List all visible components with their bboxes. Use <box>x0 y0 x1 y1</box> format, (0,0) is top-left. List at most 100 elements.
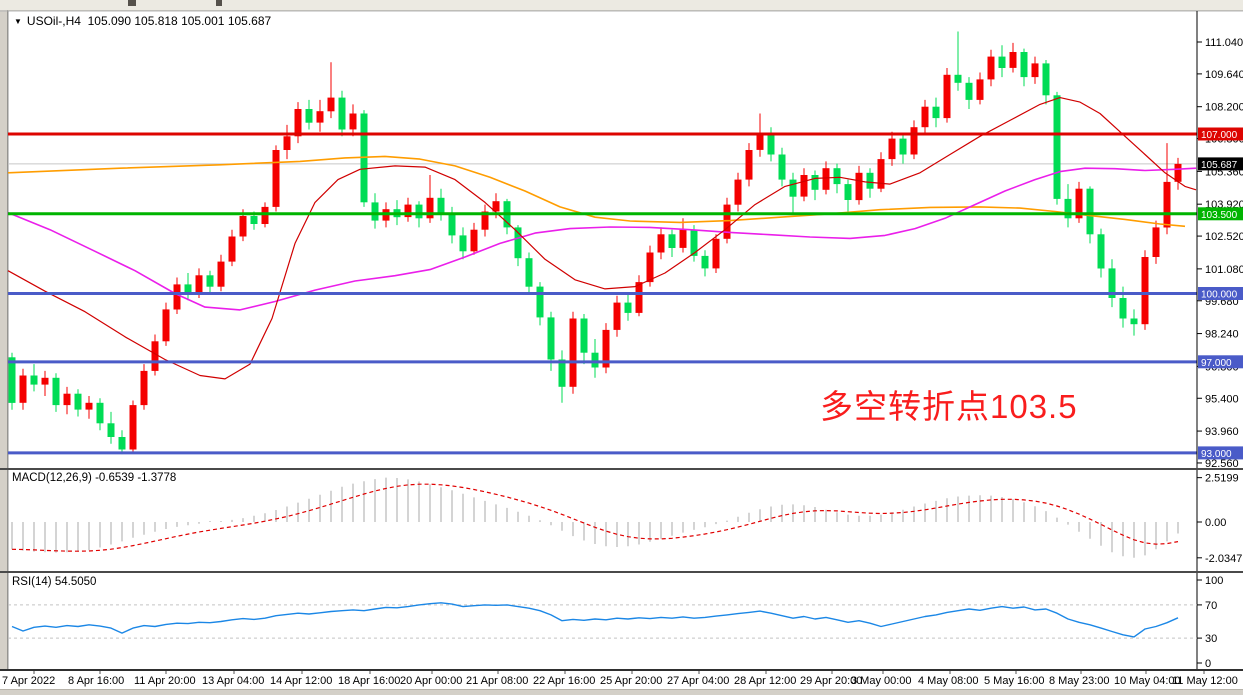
candle <box>162 309 170 342</box>
candle <box>85 402 93 410</box>
candle <box>1064 198 1072 219</box>
price-tick-label: 108.200 <box>1205 102 1243 114</box>
hline-price-tag <box>1198 207 1243 221</box>
hline-price-tag <box>1198 446 1243 460</box>
toolbar-fragment-icon <box>128 0 136 6</box>
candle <box>624 302 632 313</box>
hline-price-tag-label: 103.500 <box>1201 210 1238 221</box>
candle <box>943 74 951 119</box>
candle <box>8 357 16 403</box>
price-annotation: 多空转折点103.5 <box>820 388 1078 425</box>
candle <box>866 172 874 189</box>
time-axis-label: 10 May 04:00 <box>1114 675 1181 687</box>
chart-symbol-title: ▼ USOil-,H4 105.090 105.818 105.001 105.6… <box>14 14 271 28</box>
candle <box>800 175 808 197</box>
candle <box>1053 95 1061 199</box>
candle <box>822 168 830 190</box>
candle <box>415 204 423 219</box>
candle <box>437 197 445 214</box>
macd-panel[interactable] <box>8 470 1197 571</box>
candle <box>217 261 225 287</box>
toolbar-fragment-icon <box>216 0 222 6</box>
candle <box>954 74 962 83</box>
candle <box>723 204 731 239</box>
collapse-arrow-icon[interactable]: ▼ <box>14 17 22 26</box>
candle <box>635 282 643 313</box>
price-tick-label: 102.520 <box>1205 231 1243 243</box>
candle <box>316 111 324 123</box>
candle <box>888 138 896 160</box>
candle <box>118 437 126 450</box>
price-tick-label: 95.400 <box>1205 393 1239 405</box>
hline-price-tag-label: 97.000 <box>1201 358 1232 369</box>
candle <box>195 275 203 294</box>
candle <box>371 202 379 221</box>
time-axis-label: 20 Apr 00:00 <box>400 675 462 687</box>
ma-slow-line <box>7 155 1186 228</box>
quote-close: 105.687 <box>227 14 272 28</box>
candle <box>1097 234 1105 269</box>
candle <box>712 238 720 269</box>
candle <box>580 318 588 353</box>
rsi-panel[interactable] <box>8 573 1197 669</box>
current-price-tag-label: 105.687 <box>1201 160 1238 171</box>
price-tick-label: 109.640 <box>1205 69 1243 81</box>
rsi-tick-label: 70 <box>1205 600 1217 612</box>
time-axis-label: 8 Apr 16:00 <box>68 675 124 687</box>
candle <box>756 134 764 150</box>
candle <box>1086 188 1094 235</box>
panel-separator[interactable] <box>0 669 1243 671</box>
macd-signal-line <box>11 483 1179 552</box>
time-axis-label: 13 Apr 04:00 <box>202 675 264 687</box>
time-axis-label: 11 Apr 20:00 <box>134 675 196 687</box>
time-axis-label: 21 Apr 08:00 <box>466 675 528 687</box>
price-axis-strip[interactable] <box>1197 11 1243 669</box>
candle <box>206 275 214 287</box>
candle <box>987 56 995 80</box>
candle <box>151 341 159 371</box>
price-tick-label: 101.080 <box>1205 264 1243 276</box>
candle <box>701 255 709 269</box>
candle <box>668 234 676 248</box>
price-tick-label: 98.240 <box>1205 329 1239 341</box>
candle <box>63 393 71 406</box>
candle <box>525 258 533 287</box>
candle <box>998 56 1006 68</box>
candle <box>613 302 621 330</box>
candle <box>96 402 104 424</box>
candle <box>173 284 181 310</box>
main-chart-panel[interactable] <box>8 11 1197 468</box>
candle <box>52 377 60 406</box>
time-axis-label: 14 Apr 12:00 <box>270 675 332 687</box>
candle <box>877 159 885 189</box>
macd-tick-label: -2.0347 <box>1205 553 1242 565</box>
candle <box>1152 227 1160 257</box>
candle <box>657 234 665 253</box>
rsi-line <box>11 602 1179 638</box>
candle <box>327 97 335 112</box>
time-axis-label: 18 Apr 16:00 <box>338 675 400 687</box>
candle <box>833 168 841 185</box>
time-axis-label: 25 Apr 20:00 <box>600 675 662 687</box>
candle <box>1174 163 1182 182</box>
candle <box>646 252 654 283</box>
time-axis-label: 11 May 12:00 <box>1172 675 1238 687</box>
candle <box>184 284 192 294</box>
rsi-tick-label: 100 <box>1205 575 1223 587</box>
candle <box>426 197 434 219</box>
ma-fast-line <box>7 96 1197 380</box>
candle <box>558 359 566 387</box>
quote-high: 105.818 <box>134 14 178 28</box>
time-axis-strip[interactable] <box>0 671 1243 689</box>
rsi-value: 54.5050 <box>54 576 97 588</box>
panel-separator[interactable] <box>0 571 1243 573</box>
candle <box>1119 298 1127 319</box>
candle <box>1141 257 1149 325</box>
candle <box>250 216 258 224</box>
panel-separator[interactable] <box>0 468 1243 470</box>
candle <box>74 393 82 410</box>
macd-tick-label: 0.00 <box>1205 517 1226 529</box>
candle <box>932 106 940 119</box>
